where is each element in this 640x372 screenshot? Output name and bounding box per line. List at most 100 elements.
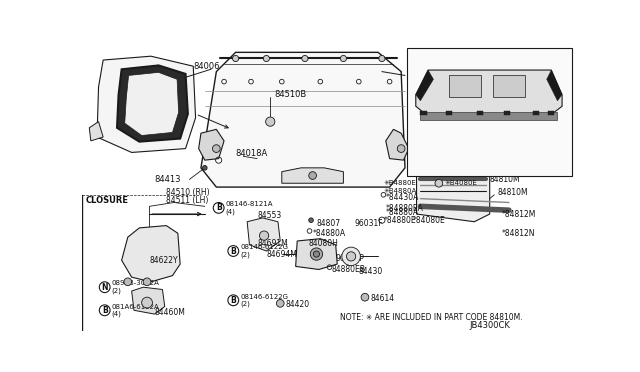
Text: 84460M: 84460M — [155, 308, 186, 317]
Text: E: E — [536, 121, 540, 126]
Text: 0891B-3062A
(2): 0891B-3062A (2) — [111, 280, 159, 294]
Polygon shape — [198, 129, 224, 160]
Circle shape — [310, 248, 323, 260]
Text: ✳B4880E: ✳B4880E — [383, 180, 416, 186]
Text: *84880A: *84880A — [312, 229, 346, 238]
Bar — [493, 76, 525, 97]
Text: 84018A: 84018A — [236, 150, 268, 158]
Circle shape — [263, 55, 269, 62]
Polygon shape — [417, 114, 490, 222]
Polygon shape — [117, 65, 188, 142]
Circle shape — [346, 252, 356, 261]
Text: 84810M: 84810M — [497, 188, 528, 197]
Text: F: F — [445, 94, 448, 99]
Text: N: N — [409, 73, 413, 78]
Text: B: B — [549, 60, 554, 65]
Text: JB4300CK: JB4300CK — [469, 321, 510, 330]
Text: F: F — [564, 83, 568, 88]
Text: 84694M: 84694M — [266, 250, 297, 259]
Text: CLOSURE: CLOSURE — [86, 196, 129, 205]
Text: C. ✳84810G3  H. ✳84810GG  N. ✳84810GN: C. ✳84810G3 H. ✳84810GG N. ✳84810GN — [410, 150, 547, 155]
Text: F: F — [564, 100, 568, 105]
Text: 08146-8121A
(4): 08146-8121A (4) — [225, 201, 273, 215]
Circle shape — [232, 55, 239, 62]
Text: ✳B4080E: ✳B4080E — [445, 180, 478, 186]
Circle shape — [228, 246, 239, 256]
Text: NOTE: ✳ ARE INCLUDED IN PART CODE 84810M.: NOTE: ✳ ARE INCLUDED IN PART CODE 84810M… — [340, 314, 522, 323]
Text: F: F — [410, 121, 414, 126]
Circle shape — [99, 282, 110, 293]
Text: 84807: 84807 — [316, 219, 340, 228]
Text: *84812N: *84812N — [501, 229, 535, 238]
Text: 96031F: 96031F — [355, 219, 383, 228]
Circle shape — [361, 294, 369, 301]
Circle shape — [302, 55, 308, 62]
Text: 84510 (RH): 84510 (RH) — [166, 188, 210, 197]
Text: K: K — [409, 94, 412, 99]
Circle shape — [308, 172, 316, 179]
Text: *84430A: *84430A — [386, 193, 419, 202]
Text: 84622Y: 84622Y — [149, 256, 178, 265]
Text: H: H — [409, 78, 413, 83]
Text: B: B — [102, 306, 108, 315]
Text: A. ✳84810G    F. ✳84810GE  L. ✳84810GK: A. ✳84810G F. ✳84810GE L. ✳84810GK — [410, 135, 541, 140]
Polygon shape — [416, 70, 562, 116]
Circle shape — [259, 231, 269, 240]
Polygon shape — [122, 225, 180, 282]
Polygon shape — [282, 168, 344, 183]
Text: L: L — [472, 121, 476, 126]
Bar — [446, 111, 452, 115]
Text: F: F — [561, 121, 564, 126]
Circle shape — [314, 251, 319, 257]
Text: D: D — [520, 94, 525, 99]
Circle shape — [124, 278, 132, 286]
Circle shape — [143, 278, 151, 286]
Text: 84810M: 84810M — [490, 175, 520, 184]
Circle shape — [99, 305, 110, 316]
Text: 08146-6122G
(2): 08146-6122G (2) — [240, 294, 288, 307]
Text: 84614: 84614 — [371, 294, 394, 303]
Bar — [420, 111, 427, 115]
Polygon shape — [386, 129, 409, 160]
Polygon shape — [97, 56, 196, 153]
Text: L: L — [503, 121, 506, 126]
Text: VIEW "A": VIEW "A" — [410, 52, 445, 61]
Circle shape — [212, 145, 220, 153]
Bar — [420, 112, 557, 120]
Polygon shape — [247, 218, 280, 251]
Text: A: A — [487, 127, 491, 132]
Circle shape — [228, 295, 239, 306]
Text: G: G — [564, 78, 569, 83]
Text: *84880E: *84880E — [383, 216, 416, 225]
Text: F: F — [530, 94, 533, 99]
Text: 84080H: 84080H — [308, 239, 339, 248]
Circle shape — [308, 218, 314, 222]
Text: J: J — [564, 94, 566, 99]
Polygon shape — [132, 287, 164, 314]
Polygon shape — [416, 70, 433, 101]
Text: F: F — [409, 83, 412, 88]
Polygon shape — [547, 70, 562, 101]
Polygon shape — [125, 73, 179, 135]
Circle shape — [342, 247, 360, 266]
Text: *84080E: *84080E — [413, 216, 445, 225]
Text: 84510B: 84510B — [274, 90, 307, 99]
Text: E: E — [436, 121, 440, 126]
Text: B. ✳84810GA  G. ✳84810GF  M. ✳84810GM: B. ✳84810GA G. ✳84810GF M. ✳84810GM — [410, 142, 547, 147]
Text: 84300: 84300 — [406, 70, 433, 78]
Text: B: B — [230, 296, 236, 305]
Text: 84880EB: 84880EB — [332, 265, 365, 274]
Text: D: D — [462, 94, 466, 99]
Text: 84413: 84413 — [155, 175, 181, 184]
Bar — [548, 111, 554, 115]
Text: B: B — [230, 247, 236, 256]
Text: B: B — [216, 203, 221, 212]
Text: F: F — [409, 100, 412, 105]
Text: 84006: 84006 — [193, 62, 220, 71]
Text: 84420: 84420 — [285, 301, 310, 310]
Circle shape — [340, 55, 346, 62]
Bar — [449, 76, 481, 97]
Text: *84880EA: *84880EA — [386, 204, 424, 213]
Text: E. ✳84810G3  K. ✳84810GJ: E. ✳84810G3 K. ✳84810GJ — [410, 165, 495, 170]
Circle shape — [266, 117, 275, 126]
